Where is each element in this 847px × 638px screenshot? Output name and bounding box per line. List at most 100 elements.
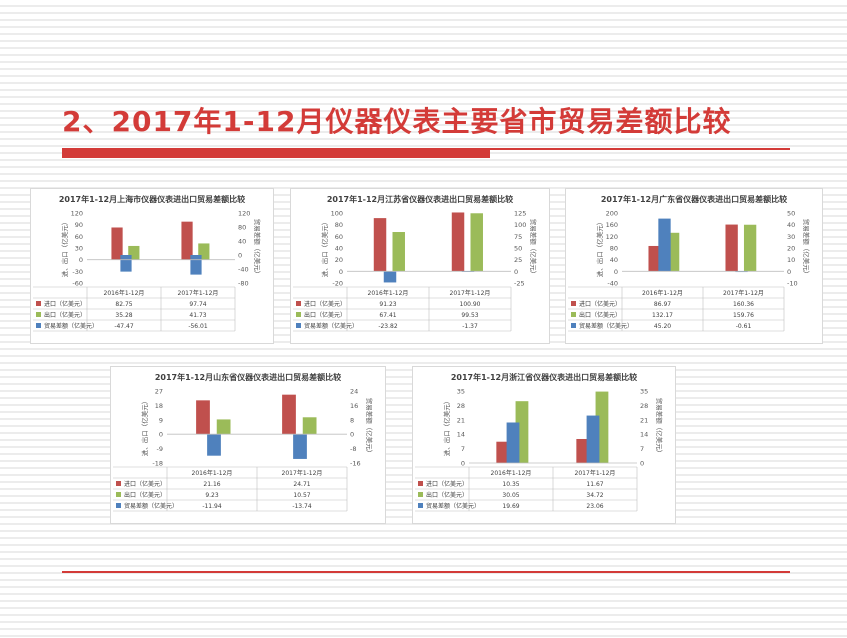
legend-swatch xyxy=(296,312,301,317)
data-label: 35.28 xyxy=(115,312,132,319)
bar xyxy=(216,419,231,435)
legend-swatch xyxy=(116,492,121,497)
chart-title: 2017年1-12月广东省仪器仪表进出口贸易差额比较 xyxy=(601,194,787,204)
y-tick-label: 80 xyxy=(610,245,618,253)
bar xyxy=(392,232,405,272)
y2-tick-label: 0 xyxy=(640,460,644,468)
y-axis-title: 进、出口（亿美元） xyxy=(60,219,69,278)
y-tick-label: -40 xyxy=(607,280,618,288)
bar xyxy=(181,221,193,260)
y-tick-label: 0 xyxy=(339,268,343,276)
legend-swatch xyxy=(418,492,423,497)
data-label: 67.41 xyxy=(379,312,396,319)
y2-tick-label: 50 xyxy=(514,245,522,253)
y2-tick-label: -25 xyxy=(514,280,525,288)
legend-label: 贸易差额（亿美元） xyxy=(426,502,480,510)
x-tick-label: 2016年1-12月 xyxy=(642,289,683,297)
chart-title: 2017年1-12月上海市仪器仪表进出口贸易差额比较 xyxy=(59,194,245,204)
y-tick-label: 200 xyxy=(606,210,618,218)
x-tick-label: 2016年1-12月 xyxy=(368,289,409,297)
chart-title: 2017年1-12月山东省仪器仪表进出口贸易差额比较 xyxy=(155,372,341,382)
legend-label: 贸易差额（亿美元） xyxy=(124,502,178,510)
x-tick-label: 2016年1-12月 xyxy=(491,469,532,477)
legend-label: 出口（亿美元） xyxy=(124,491,166,499)
chart-jiangsu: 2017年1-12月江苏省仪器仪表进出口贸易差额比较 -20 0 20 40 60 80 10… xyxy=(293,194,538,332)
data-label: 91.23 xyxy=(379,301,396,308)
bar xyxy=(373,218,387,272)
data-label: 11.67 xyxy=(586,481,603,488)
data-label: 86.97 xyxy=(654,301,671,308)
data-label: 159.76 xyxy=(733,312,754,319)
y2-tick-label: 0 xyxy=(787,268,791,276)
bar xyxy=(282,394,296,435)
y-tick-label: 18 xyxy=(155,402,163,410)
y-axis-title: 进、出口（亿美元） xyxy=(320,219,329,278)
y-tick-label: 35 xyxy=(457,388,465,396)
bar xyxy=(198,243,210,260)
legend-label: 贸易差额（亿美元） xyxy=(304,322,358,330)
y-axis-title: 进、出口（亿美元） xyxy=(595,219,604,278)
y2-tick-label: 21 xyxy=(640,416,648,424)
data-label: 24.71 xyxy=(293,481,310,488)
y-tick-label: 60 xyxy=(75,233,83,241)
y-tick-label: 28 xyxy=(457,402,465,410)
y2-tick-label: 40 xyxy=(787,221,795,229)
legend-swatch xyxy=(571,323,576,328)
bar xyxy=(743,224,757,272)
y-tick-label: 160 xyxy=(606,221,618,229)
y2-tick-label: -40 xyxy=(238,266,249,274)
y-tick-label: 40 xyxy=(335,245,343,253)
x-tick-label: 2017年1-12月 xyxy=(282,469,323,477)
data-label: -1.37 xyxy=(462,323,478,330)
chart-shandong: 2017年1-12月山东省仪器仪表进出口贸易差额比较 -18 -9 0 9 18 27 -16… xyxy=(113,372,374,512)
y2-tick-label: 20 xyxy=(787,245,795,253)
y2-axis-title: 贸易差额（亿美元） xyxy=(529,219,538,278)
x-tick-label: 2017年1-12月 xyxy=(723,289,764,297)
y2-tick-label: -16 xyxy=(350,460,361,468)
y2-tick-label: 8 xyxy=(350,416,354,424)
y-tick-label: 60 xyxy=(335,233,343,241)
y-tick-label: 40 xyxy=(610,256,618,264)
y2-axis-title: 贸易差额（亿美元） xyxy=(365,398,374,457)
bar xyxy=(658,218,671,272)
y-axis-title: 进、出口（亿美元） xyxy=(140,398,149,457)
data-label: 160.36 xyxy=(733,301,754,308)
legend-label: 进口（亿美元） xyxy=(304,300,346,308)
data-label: 132.17 xyxy=(652,312,673,319)
y-tick-label: -18 xyxy=(152,460,163,468)
bar xyxy=(207,434,221,456)
data-label: 19.69 xyxy=(502,503,519,510)
data-label: 10.35 xyxy=(502,481,519,488)
y2-tick-label: 80 xyxy=(238,224,246,232)
data-label: 82.75 xyxy=(115,301,132,308)
y-tick-label: 7 xyxy=(461,445,465,453)
legend-label: 进口（亿美元） xyxy=(579,300,621,308)
y2-tick-label: 30 xyxy=(787,233,795,241)
y-tick-label: 0 xyxy=(461,460,465,468)
y-tick-label: 9 xyxy=(159,416,163,424)
bar xyxy=(470,213,483,272)
y2-tick-label: 40 xyxy=(238,238,246,246)
legend-label: 进口（亿美元） xyxy=(44,300,86,308)
bar xyxy=(451,212,465,272)
data-label: -56.01 xyxy=(188,323,208,330)
y2-tick-label: 10 xyxy=(787,256,795,264)
bar xyxy=(190,255,202,275)
title-rule-thick xyxy=(62,150,490,158)
legend-label: 贸易差额（亿美元） xyxy=(44,322,98,330)
y2-tick-label: 100 xyxy=(514,221,526,229)
bar xyxy=(576,438,590,463)
x-tick-label: 2017年1-12月 xyxy=(450,289,491,297)
y-tick-label: -30 xyxy=(72,268,83,276)
y-tick-label: -9 xyxy=(157,445,163,453)
y-tick-label: 100 xyxy=(331,210,343,218)
y2-tick-label: 0 xyxy=(514,268,518,276)
data-label: -23.82 xyxy=(378,323,398,330)
legend-label: 出口（亿美元） xyxy=(426,491,468,499)
bar xyxy=(302,417,317,435)
y2-tick-label: 0 xyxy=(238,252,242,260)
x-tick-label: 2017年1-12月 xyxy=(575,469,616,477)
y2-tick-label: 28 xyxy=(640,402,648,410)
slide-title: 2、2017年1-12月仪器仪表主要省市贸易差额比较 xyxy=(62,105,732,138)
chart-panel-guangdong: 2017年1-12月广东省仪器仪表进出口贸易差额比较 -40 0 40 80 120 160… xyxy=(565,188,823,344)
